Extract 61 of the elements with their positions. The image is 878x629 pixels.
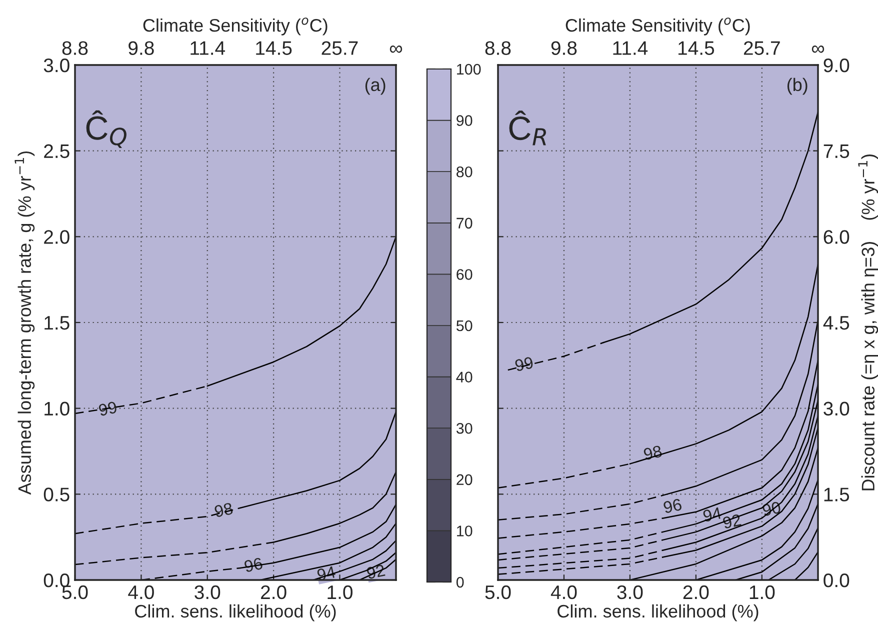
text: 14.5 [256,41,292,55]
text: 11.4 [190,41,226,55]
x-tick-label: 3.0 [617,585,643,600]
annotation: Ĉ$_{Q}$ [86,110,126,148]
y-tick-label: 0.0 [44,573,70,588]
text: 14.5 [678,41,714,55]
x-axis-title: Clim. sens. likelihood (%) [135,604,336,622]
annotation: (b) [787,78,808,95]
x-tick-label: 5.0 [62,585,88,600]
annotation: 98 [214,502,234,518]
text: ∞ [390,45,402,53]
y-tick-label: 2.0 [44,230,70,244]
x-tick-label: 4.0 [550,585,577,600]
x-tick-label: 2.0 [683,585,709,600]
y-tick-label: 4.5 [823,316,850,330]
x2-axis-title: Climate Sensitivity ($^{o}$C) [143,18,328,36]
text: 9.8 [551,41,577,55]
y-tick-label: 50 [456,320,472,332]
x2-axis-title: Climate Sensitivity ($^{o}$C) [566,18,750,36]
y-tick-label: 70 [456,218,472,229]
y-tick-label: 1.5 [44,316,70,330]
x-tick-label: 3.0 [194,585,220,600]
text: ∞ [812,45,824,53]
y-tick-label: 7.5 [824,144,850,158]
annotation: 99 [98,401,118,416]
x-tick-label: 5.0 [485,585,511,600]
x-tick-label: 1.0 [328,585,352,600]
text: 11.4 [613,41,648,55]
y-tick-label: 20 [456,474,472,486]
annotation: Ĉ$_{R}$ [509,110,546,146]
text: 9.8 [128,41,154,55]
y-axis-title: Assumed long-term growth rate, g (% yr$^{−1}$) [14,151,35,495]
y-tick-label: 60 [456,269,472,280]
x-tick-label: 1.0 [750,585,775,600]
y-tick-label: 9.0 [824,58,850,72]
y-tick-label: 0.5 [44,488,70,502]
y-tick-label: 0 [456,576,464,588]
y-tick-label: 2.5 [44,144,70,158]
y-axis-title: Discount rate (=η x g, with η=3) (% yr$^{−1}$) [858,154,878,490]
text: 25.7 [322,41,358,55]
x-axis-title: Clim. sens. likelihood (%) [558,604,758,622]
x-tick-label: 2.0 [261,585,286,600]
annotation: 99 [514,356,534,372]
x-tick-label: 4.0 [128,585,154,600]
y-tick-label: 30 [456,422,472,434]
y-tick-label: 100 [457,64,481,75]
y-tick-label: 6.0 [824,230,850,244]
annotation: 96 [663,498,682,514]
annotation: (a) [365,78,386,95]
y-tick-label: 40 [456,372,472,382]
text: 8.8 [485,41,511,55]
y-tick-label: 3.0 [44,58,70,72]
y-tick-label: 1.5 [824,488,850,502]
text: 25.7 [744,41,780,55]
y-tick-label: 3.0 [824,402,850,416]
y-tick-label: 1.0 [44,402,70,416]
y-tick-label: 0.0 [824,573,850,588]
y-tick-label: 90 [456,115,472,126]
text: 8.8 [62,41,88,55]
y-tick-label: 80 [456,166,472,178]
y-tick-label: 10 [457,526,472,536]
